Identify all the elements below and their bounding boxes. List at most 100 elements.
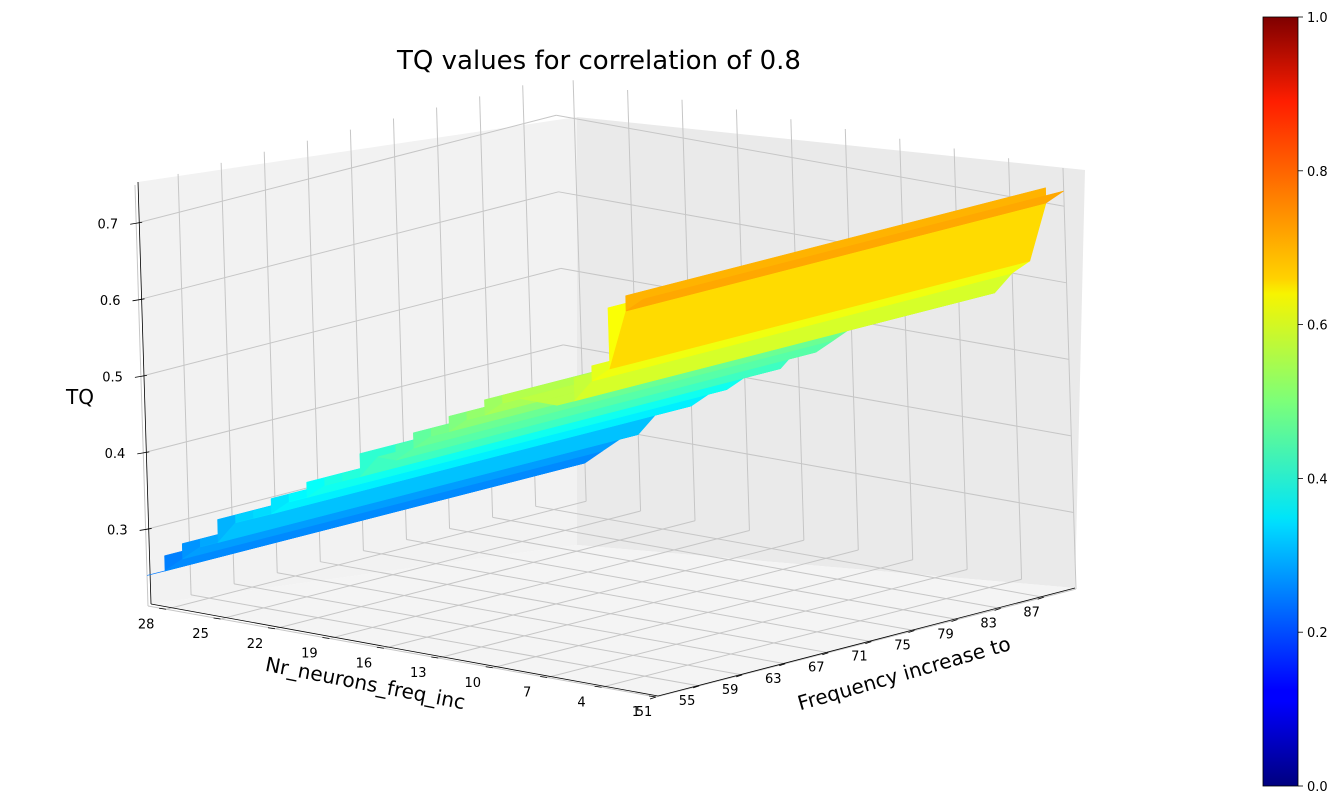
gridline [601,578,1022,688]
y-tick-label: 7 [523,686,531,701]
colorbar-tick-label: 0.8 [1307,165,1328,180]
y-tick-label: 4 [577,695,585,710]
y-tick-label: 13 [410,666,427,681]
gridline [177,173,192,595]
pane-edges [137,181,1076,697]
colorbar-gradient [1262,16,1299,787]
gridline [565,420,1074,513]
y-tick-label: 25 [192,627,209,642]
y-tick-mark [485,666,493,669]
colorbar-tick-label: 0.0 [1307,780,1328,795]
gridline [220,510,641,620]
colorbar-tick-label: 0.4 [1307,472,1328,487]
z-axis-label: TQ [65,385,94,409]
gridline [136,114,557,224]
y-tick-mark [322,637,330,639]
gridline [138,191,559,301]
colorbar-tick-label: 1.0 [1307,11,1328,26]
y-tick-mark [431,656,439,659]
x-tick-label: 75 [894,639,911,654]
gridline [406,539,915,632]
y-tick-mark [648,695,657,698]
x-tick-mark [649,696,657,700]
gridline [556,114,1065,207]
x-tick-label: 79 [937,627,954,642]
colorbar-ticks: 0.0 0.2 0.4 0.6 0.8 1.0 [1298,11,1328,795]
z-tick-mark [132,298,145,302]
surface-strip [625,190,1064,312]
x-tick-label: 51 [636,705,653,720]
y-tick-mark [159,607,167,610]
y-tick-mark [267,627,276,630]
gridline [492,559,913,669]
gridline [363,550,872,643]
gridline [492,516,1001,609]
gridline [190,594,700,687]
z-axis-ticks: 0.3 0.4 0.5 0.6 0.7 [97,217,152,538]
z-tick-label: 0.3 [107,523,128,538]
x-tick-mark [951,619,958,622]
gridline [449,527,958,620]
y-tick-mark [213,617,221,620]
y-tick-label: 19 [301,647,318,662]
gridline [438,549,859,659]
x-tick-label: 67 [808,661,825,676]
y-tick-mark [376,646,384,649]
x-tick-mark [779,663,786,667]
z-tick-label: 0.4 [105,447,126,462]
gridline [143,344,564,454]
gridline [844,128,859,551]
y-tick-label: 16 [356,656,373,671]
x-tick-mark [736,674,743,678]
gridline [274,520,696,630]
x-tick-label: 55 [679,694,696,709]
z-tick-mark [139,528,152,531]
y-axis-ticks: 28 25 22 19 16 13 10 7 4 1 [138,607,657,720]
colorbar-tick-label: 0.6 [1307,319,1328,334]
y-tick-label: 22 [247,637,264,652]
gridline [234,583,743,676]
x-tick-label: 83 [980,616,997,631]
z-tick-label: 0.5 [102,370,123,385]
x-tick-label: 87 [1023,605,1040,620]
x-tick-mark [1037,596,1044,600]
x-axis-ticks: 51 55 59 63 67 71 75 79 83 87 [636,596,1044,720]
x-tick-label: 59 [722,683,739,698]
gridline [383,539,804,649]
tq-surface [147,187,1064,576]
x-tick-mark [822,652,829,656]
gridline [220,162,235,584]
gridline [166,500,587,610]
y-tick-label: 28 [138,617,155,632]
y-tick-label: 1 [632,705,640,720]
gridline [277,572,786,665]
x-tick-label: 71 [851,650,868,665]
gridline [140,267,562,377]
z-tick-label: 0.7 [97,217,118,232]
z-tick-mark [130,221,143,225]
x-tick-mark [692,685,700,689]
z-tick-mark [134,374,147,378]
gridline [320,561,829,654]
gridline [1062,167,1077,590]
chart-title: TQ values for correlation of 0.8 [396,46,801,76]
gridline [899,138,914,560]
x-tick-mark [994,608,1001,611]
x-tick-mark [908,630,915,633]
colorbar: 0.0 0.2 0.4 0.6 0.8 1.0 [1262,11,1328,795]
colorbar-tick-label: 0.2 [1307,626,1328,641]
gridline [147,605,657,698]
gridline [134,184,149,607]
y-tick-mark [540,676,548,678]
x-tick-label: 63 [765,672,782,687]
z-tick-label: 0.6 [100,294,121,309]
gridline [547,569,968,678]
x-tick-mark [865,641,872,644]
floor-pane [151,545,1075,696]
gridline [329,530,750,639]
y-tick-label: 10 [464,676,481,691]
z-tick-mark [137,451,150,455]
gridline [535,505,1044,598]
y-tick-mark [594,685,602,688]
